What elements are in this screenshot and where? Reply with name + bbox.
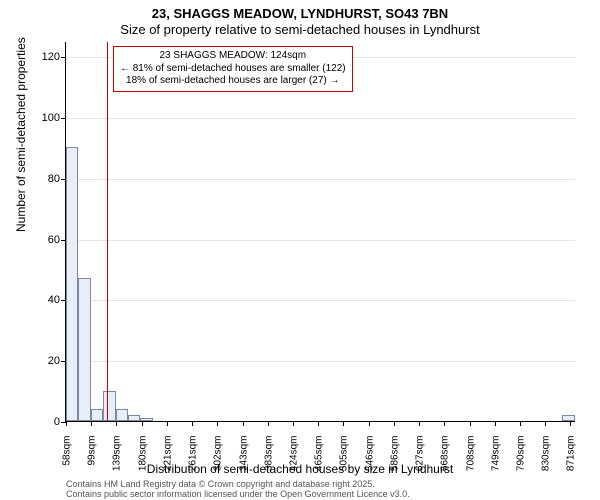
x-tick-mark — [444, 421, 445, 426]
plot-area: 23 SHAGGS MEADOW: 124sqm ← 81% of semi-d… — [65, 42, 575, 422]
x-tick-label: 546sqm — [364, 436, 375, 476]
x-tick-mark — [192, 421, 193, 426]
x-tick-mark — [545, 421, 546, 426]
x-tick-mark — [116, 421, 117, 426]
gridline — [66, 118, 575, 119]
y-tick-label: 60 — [30, 234, 60, 246]
y-tick-mark — [61, 57, 66, 58]
x-tick-mark — [142, 421, 143, 426]
histogram-bar — [103, 391, 115, 421]
y-tick-label: 100 — [30, 112, 60, 124]
x-tick-mark — [495, 421, 496, 426]
x-tick-mark — [268, 421, 269, 426]
marker-line — [107, 42, 108, 421]
chart-title-line2: Size of property relative to semi-detach… — [0, 22, 600, 37]
x-tick-mark — [66, 421, 67, 426]
x-tick-mark — [167, 421, 168, 426]
x-tick-mark — [243, 421, 244, 426]
x-tick-mark — [470, 421, 471, 426]
x-tick-label: 871sqm — [566, 436, 577, 476]
gridline — [66, 361, 575, 362]
chart-container: 23, SHAGGS MEADOW, LYNDHURST, SO43 7BN S… — [0, 0, 600, 500]
x-tick-label: 790sqm — [515, 436, 526, 476]
y-tick-label: 120 — [30, 51, 60, 63]
x-tick-label: 383sqm — [263, 436, 274, 476]
x-tick-mark — [394, 421, 395, 426]
histogram-bar — [91, 409, 103, 421]
histogram-bar — [116, 409, 128, 421]
histogram-bar — [562, 415, 574, 421]
x-tick-label: 261sqm — [188, 436, 199, 476]
x-tick-label: 180sqm — [137, 436, 148, 476]
y-axis-label: Number of semi-detached properties — [14, 37, 28, 232]
x-tick-label: 830sqm — [541, 436, 552, 476]
x-tick-label: 586sqm — [389, 436, 400, 476]
gridline — [66, 240, 575, 241]
x-tick-mark — [91, 421, 92, 426]
x-tick-mark — [419, 421, 420, 426]
x-tick-label: 708sqm — [465, 436, 476, 476]
gridline — [66, 179, 575, 180]
histogram-bar — [78, 278, 90, 421]
x-tick-label: 221sqm — [162, 436, 173, 476]
callout-line1: 23 SHAGGS MEADOW: 124sqm — [120, 50, 346, 63]
histogram-bar — [128, 415, 140, 421]
x-tick-label: 99sqm — [87, 436, 98, 476]
chart-title-line1: 23, SHAGGS MEADOW, LYNDHURST, SO43 7BN — [0, 6, 600, 21]
x-tick-label: 749sqm — [490, 436, 501, 476]
x-tick-label: 139sqm — [112, 436, 123, 476]
callout-line2: ← 81% of semi-detached houses are smalle… — [120, 63, 346, 76]
x-tick-label: 505sqm — [339, 436, 350, 476]
histogram-bar — [66, 147, 78, 421]
x-tick-mark — [217, 421, 218, 426]
y-tick-label: 0 — [30, 416, 60, 428]
gridline — [66, 300, 575, 301]
x-tick-mark — [293, 421, 294, 426]
footer-line2: Contains public sector information licen… — [66, 490, 410, 500]
x-tick-label: 627sqm — [415, 436, 426, 476]
footer-text: Contains HM Land Registry data © Crown c… — [66, 480, 410, 500]
callout-line3: 18% of semi-detached houses are larger (… — [120, 75, 346, 88]
x-tick-label: 668sqm — [440, 436, 451, 476]
x-tick-mark — [343, 421, 344, 426]
y-tick-label: 40 — [30, 294, 60, 306]
x-tick-label: 424sqm — [288, 436, 299, 476]
x-tick-mark — [369, 421, 370, 426]
callout-box: 23 SHAGGS MEADOW: 124sqm ← 81% of semi-d… — [113, 46, 353, 92]
x-tick-label: 302sqm — [213, 436, 224, 476]
x-tick-label: 343sqm — [238, 436, 249, 476]
x-tick-mark — [318, 421, 319, 426]
x-tick-mark — [520, 421, 521, 426]
x-tick-mark — [570, 421, 571, 426]
y-tick-mark — [61, 118, 66, 119]
x-tick-label: 58sqm — [62, 436, 73, 476]
x-tick-label: 465sqm — [314, 436, 325, 476]
y-tick-label: 20 — [30, 355, 60, 367]
y-tick-label: 80 — [30, 173, 60, 185]
